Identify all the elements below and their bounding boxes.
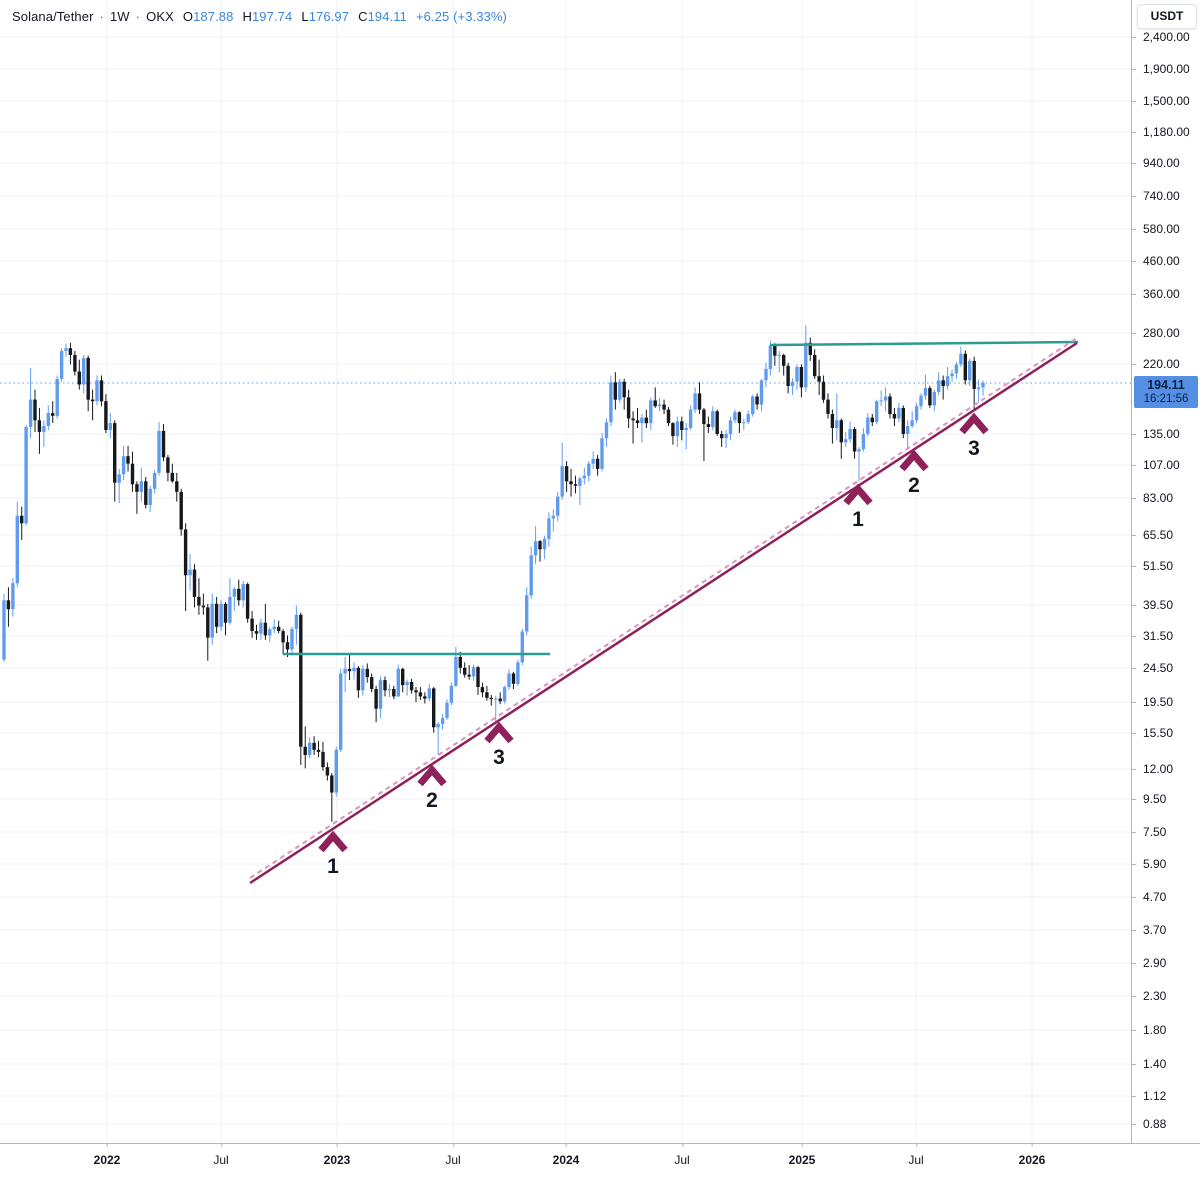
price-tick-label: 9.50 [1131, 792, 1167, 806]
marker-number: 3 [968, 437, 980, 460]
price-tick-label: 5.90 [1131, 857, 1167, 871]
price-tick-label: 31.50 [1131, 629, 1174, 643]
time-tick-label: 2024 [552, 1143, 580, 1167]
time-tick-label: Jul [908, 1143, 924, 1167]
price-tick-label: 51.50 [1131, 559, 1174, 573]
high-value: 197.74 [251, 9, 293, 24]
price-tick-label: 1.12 [1131, 1089, 1167, 1103]
price-tick-label: 1.40 [1131, 1057, 1167, 1071]
current-price-value: 194.11 [1147, 378, 1185, 392]
price-tick-label: 15.50 [1131, 726, 1174, 740]
price-tick-label: 0.88 [1131, 1117, 1167, 1131]
high-label: H [242, 9, 252, 24]
open-value: 187.88 [193, 9, 234, 24]
current-price-badge: 194.11 16:21:56 [1134, 376, 1198, 408]
resistance-line-2[interactable] [769, 340, 1079, 347]
price-tick-label: 12.00 [1131, 762, 1174, 776]
low-label: L [301, 9, 309, 24]
low-value: 176.97 [308, 9, 350, 24]
candles [2, 325, 985, 822]
chevron-marker-icon [484, 721, 514, 744]
price-tick-label: 135.00 [1132, 427, 1180, 441]
price-tick-label: 7.50 [1131, 825, 1167, 839]
price-tick-label: 24.50 [1131, 661, 1174, 675]
chevron-marker-icon [318, 830, 348, 853]
currency-button[interactable]: USDT [1137, 4, 1197, 29]
price-tick-label: 740.00 [1132, 189, 1180, 203]
time-tick-label: Jul [445, 1143, 461, 1167]
marker-number: 1 [327, 855, 339, 878]
price-tick-label: 2.30 [1131, 989, 1167, 1003]
price-axis[interactable]: USDT 2,400.00 1,900.00 1,500.00 1,180.00 940… [1131, 0, 1200, 1143]
price-tick-label: 83.00 [1131, 491, 1174, 505]
chevron-marker-icon [843, 483, 873, 506]
price-tick-label: 39.50 [1131, 598, 1174, 612]
price-tick-label: 65.50 [1131, 528, 1174, 542]
price-tick-label: 580.00 [1132, 222, 1180, 236]
price-tick-label: 1.80 [1131, 1023, 1167, 1037]
time-tick-label: Jul [213, 1143, 229, 1167]
time-tick-label: Jul [674, 1143, 690, 1167]
chevron-marker-icon [417, 764, 447, 787]
price-tick-label: 360.00 [1132, 287, 1180, 301]
marker-number: 2 [908, 474, 920, 497]
price-tick-label: 1,180.00 [1132, 125, 1190, 139]
bar-countdown: 16:21:56 [1143, 393, 1189, 405]
price-tick-label: 107.00 [1132, 458, 1180, 472]
exchange-label[interactable]: OKX [146, 9, 174, 24]
price-tick-label: 280.00 [1132, 326, 1180, 340]
close-value: 194.11 [367, 9, 407, 24]
trendline-solid[interactable] [249, 341, 1078, 885]
time-tick-label: 2023 [323, 1143, 351, 1167]
trendline-dashed [249, 337, 1078, 879]
gridlines [0, 0, 1131, 1143]
price-tick-label: 1,500.00 [1132, 94, 1190, 108]
symbol-name[interactable]: Solana/Tether [12, 9, 94, 24]
chart-canvas[interactable]: 1 2 3 1 2 3 Solana/Tether · 1W · OKX O187.88 H197.7… [0, 0, 1131, 1143]
marker-number: 2 [426, 789, 438, 812]
open-label: O [182, 9, 194, 24]
price-tick-label: 940.00 [1132, 156, 1180, 170]
price-tick-label: 3.70 [1131, 923, 1167, 937]
separator-dot: · [135, 9, 141, 24]
change-value: +6.25 (+3.33%) [415, 9, 507, 24]
price-tick-label: 2,400.00 [1132, 30, 1190, 44]
marker-number: 1 [852, 508, 864, 531]
symbol-legend: Solana/Tether · 1W · OKX O187.88 H197.74 L176.9… [12, 9, 507, 24]
price-tick-label: 1,900.00 [1132, 62, 1190, 76]
price-tick-label: 220.00 [1132, 357, 1180, 371]
candlestick-chart[interactable]: 1 2 3 1 2 3 [0, 0, 1131, 1143]
close-label: C [358, 9, 368, 24]
time-tick-label: 2026 [1018, 1143, 1046, 1167]
chevron-marker-icon [899, 449, 929, 472]
marker-number: 3 [493, 746, 505, 769]
price-tick-label: 2.90 [1131, 956, 1167, 970]
time-tick-label: 2022 [93, 1143, 121, 1167]
time-axis[interactable]: 2022 Jul 2023 Jul 2024 Jul 2025 Jul 2026 [0, 1143, 1200, 1177]
price-tick-label: 19.50 [1131, 695, 1174, 709]
chevron-marker-icon [959, 412, 989, 435]
interval-label[interactable]: 1W [109, 9, 130, 24]
separator-dot: · [99, 9, 104, 24]
price-tick-label: 4.70 [1131, 890, 1167, 904]
price-tick-label: 460.00 [1132, 254, 1180, 268]
time-tick-label: 2025 [788, 1143, 816, 1167]
